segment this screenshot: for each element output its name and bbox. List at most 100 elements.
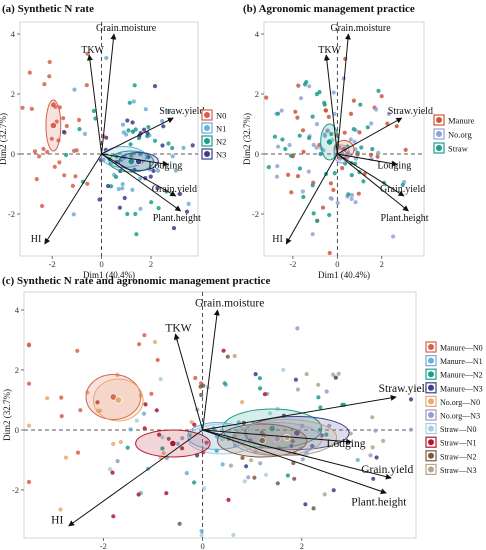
panel-title: (b) Agronomic management practice xyxy=(243,3,415,15)
y-tick-label: 2 xyxy=(11,89,15,99)
data-point xyxy=(228,463,233,468)
data-point xyxy=(111,441,116,446)
variable-label: HI xyxy=(272,234,283,245)
data-point xyxy=(107,467,113,472)
data-point xyxy=(75,450,81,455)
data-point xyxy=(129,153,134,158)
data-point xyxy=(322,492,327,497)
legend-label: Manure—N0 xyxy=(440,344,483,353)
data-point xyxy=(403,147,408,152)
data-point xyxy=(318,405,323,410)
data-point xyxy=(358,102,363,107)
data-point xyxy=(301,149,306,154)
data-point xyxy=(281,367,286,372)
data-point xyxy=(300,128,306,133)
data-point xyxy=(26,423,32,428)
data-point xyxy=(314,145,319,150)
legend-label: Straw—N1 xyxy=(440,439,476,448)
data-point xyxy=(266,165,271,170)
variable-label: Grain.moisture xyxy=(330,23,391,34)
data-point xyxy=(47,74,52,79)
legend-key-dot xyxy=(428,439,434,446)
data-point xyxy=(268,411,273,416)
data-point xyxy=(70,183,75,188)
data-point xyxy=(52,164,57,169)
data-point xyxy=(199,529,204,534)
data-point xyxy=(295,326,300,331)
data-point xyxy=(356,191,361,196)
data-point xyxy=(349,192,354,198)
x-tick-label: 0 xyxy=(335,259,339,269)
data-point xyxy=(331,488,336,493)
data-point xyxy=(346,192,351,197)
data-point xyxy=(335,200,340,205)
data-point xyxy=(316,395,321,400)
plot-frame xyxy=(23,291,417,539)
data-point xyxy=(155,168,161,173)
data-point xyxy=(53,104,58,109)
panel-title: (c) Synthetic N rate and agronomic manag… xyxy=(2,275,270,287)
data-point xyxy=(37,154,42,159)
panel-title: (a) Synthetic N rate xyxy=(2,3,94,15)
data-point xyxy=(199,532,204,538)
data-point xyxy=(155,185,160,191)
data-point xyxy=(160,118,165,124)
data-point xyxy=(160,143,165,148)
data-point xyxy=(283,146,288,152)
loading-arrow xyxy=(337,117,403,155)
y-axis-label: Dim2 (32.7%) xyxy=(0,113,8,165)
x-tick-label: -2 xyxy=(100,541,107,550)
data-point xyxy=(152,138,158,143)
data-point xyxy=(111,514,116,519)
legend-label: Manure—N3 xyxy=(440,384,483,393)
data-point xyxy=(368,152,374,157)
x-tick-label: -2 xyxy=(49,259,56,269)
data-point xyxy=(120,122,126,127)
data-point xyxy=(307,135,312,141)
loading-arrow xyxy=(101,33,117,155)
variable-label: Plant.height xyxy=(351,497,407,509)
data-point xyxy=(61,129,67,135)
data-point xyxy=(296,83,301,88)
group-centroid xyxy=(283,433,291,441)
data-point xyxy=(311,506,316,511)
data-point xyxy=(204,440,209,445)
group-centroid xyxy=(258,436,266,444)
data-point xyxy=(327,212,332,218)
data-point xyxy=(184,471,189,476)
data-point xyxy=(329,131,334,137)
data-point xyxy=(253,372,258,377)
data-point xyxy=(348,431,353,436)
variable-label: HI xyxy=(51,515,63,527)
data-point xyxy=(59,395,64,400)
data-point xyxy=(327,250,332,256)
loading-arrow xyxy=(101,117,174,155)
variable-label: Straw.yield xyxy=(159,106,204,117)
data-point xyxy=(201,383,206,388)
y-tick-label: 4 xyxy=(15,305,20,315)
data-point xyxy=(280,137,285,142)
legend-key-dot xyxy=(428,412,434,418)
loading-arrow xyxy=(337,153,405,197)
data-point xyxy=(331,372,336,377)
data-point xyxy=(77,127,82,132)
data-point xyxy=(154,408,159,413)
variable-label: Lodging xyxy=(377,161,411,172)
data-point xyxy=(286,172,291,177)
data-point xyxy=(221,348,226,353)
legend-key-dot xyxy=(428,452,434,459)
data-point xyxy=(175,441,180,446)
y-axis-label: Dim2 (32.7%) xyxy=(242,113,252,165)
data-point xyxy=(27,70,32,75)
data-point xyxy=(351,98,356,103)
data-point xyxy=(329,196,334,201)
data-point xyxy=(408,427,414,432)
legend-key-dot xyxy=(436,117,442,123)
panel-2: (c) Synthetic N rate and agronomic manag… xyxy=(2,275,483,550)
data-point xyxy=(264,95,269,100)
data-point xyxy=(257,376,262,381)
data-point xyxy=(298,96,304,101)
data-point xyxy=(166,109,171,114)
legend-label: Manure xyxy=(448,116,475,126)
data-point xyxy=(164,491,169,496)
